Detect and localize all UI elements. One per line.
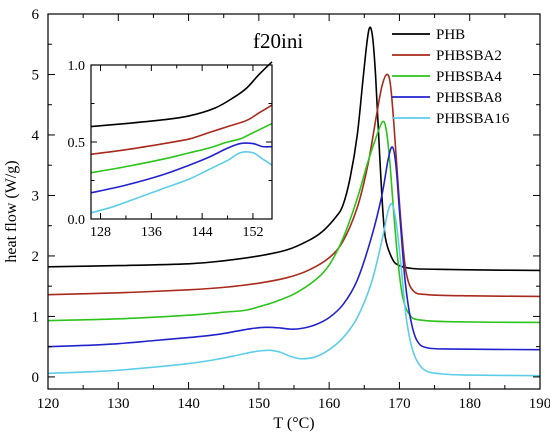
y-tick-label: 5 xyxy=(32,67,40,83)
x-tick-label: 170 xyxy=(388,396,411,412)
y-tick-label: 1 xyxy=(32,309,40,325)
y-tick-label: 0 xyxy=(32,370,40,386)
inset-series-line-phbsba16 xyxy=(90,151,273,214)
inset-x-tick-label: 144 xyxy=(192,225,213,240)
legend-label-phb: PHB xyxy=(436,27,465,43)
y-tick-label: 4 xyxy=(32,128,40,144)
legend-label-phbsba16: PHBSBA16 xyxy=(436,111,510,127)
inset-x-tick-label: 152 xyxy=(242,225,263,240)
x-axis-label: T (°C) xyxy=(273,415,314,432)
inset-plot: 128 136 144 152 0.0 0.5 1.0 xyxy=(68,59,273,240)
series-line-phbsba2 xyxy=(47,73,541,298)
main-axes-group: 120 130 140 150 160 170 180 190 0 1 2 3 4 5 6 xyxy=(32,7,550,412)
y-tick-label: 2 xyxy=(32,249,40,265)
legend: PHB PHBSBA2 PHBSBA4 PHBSBA8 PHBSBA16 xyxy=(392,27,510,127)
legend-label-phbsba4: PHBSBA4 xyxy=(436,69,502,85)
x-tick-label: 150 xyxy=(248,396,271,412)
series-line-phbsba8 xyxy=(47,146,541,351)
inset-x-tick-label: 136 xyxy=(141,225,162,240)
y-tick-label: 6 xyxy=(32,7,40,23)
x-tick-label: 160 xyxy=(318,396,341,412)
series-line-phbsba16 xyxy=(47,202,541,377)
x-tick-label: 190 xyxy=(529,396,550,412)
inset-x-tick-label: 128 xyxy=(90,225,111,240)
x-tick-label: 120 xyxy=(37,396,60,412)
main-series-group xyxy=(47,26,541,377)
x-tick-label: 130 xyxy=(107,396,130,412)
x-tick-label: 180 xyxy=(458,396,481,412)
inset-series-line-phbsba4 xyxy=(90,122,273,174)
legend-label-phbsba2: PHBSBA2 xyxy=(436,48,502,64)
inset-y-tick-label: 1.0 xyxy=(68,59,86,74)
inset-y-tick-label: 0.5 xyxy=(68,136,86,151)
inset-series-line-phbsba2 xyxy=(90,104,273,156)
chart-annotation: f20ini xyxy=(253,29,303,53)
y-tick-label: 3 xyxy=(32,188,40,204)
x-tick-label: 140 xyxy=(177,396,200,412)
y-axis-label: heat flow (W/g) xyxy=(3,160,20,262)
legend-label-phbsba8: PHBSBA8 xyxy=(436,90,502,106)
inset-series-line-phbsba8 xyxy=(90,142,273,194)
inset-background xyxy=(91,65,272,219)
inset-y-tick-label: 0.0 xyxy=(68,213,86,228)
inset-series-line-phb xyxy=(90,61,273,128)
